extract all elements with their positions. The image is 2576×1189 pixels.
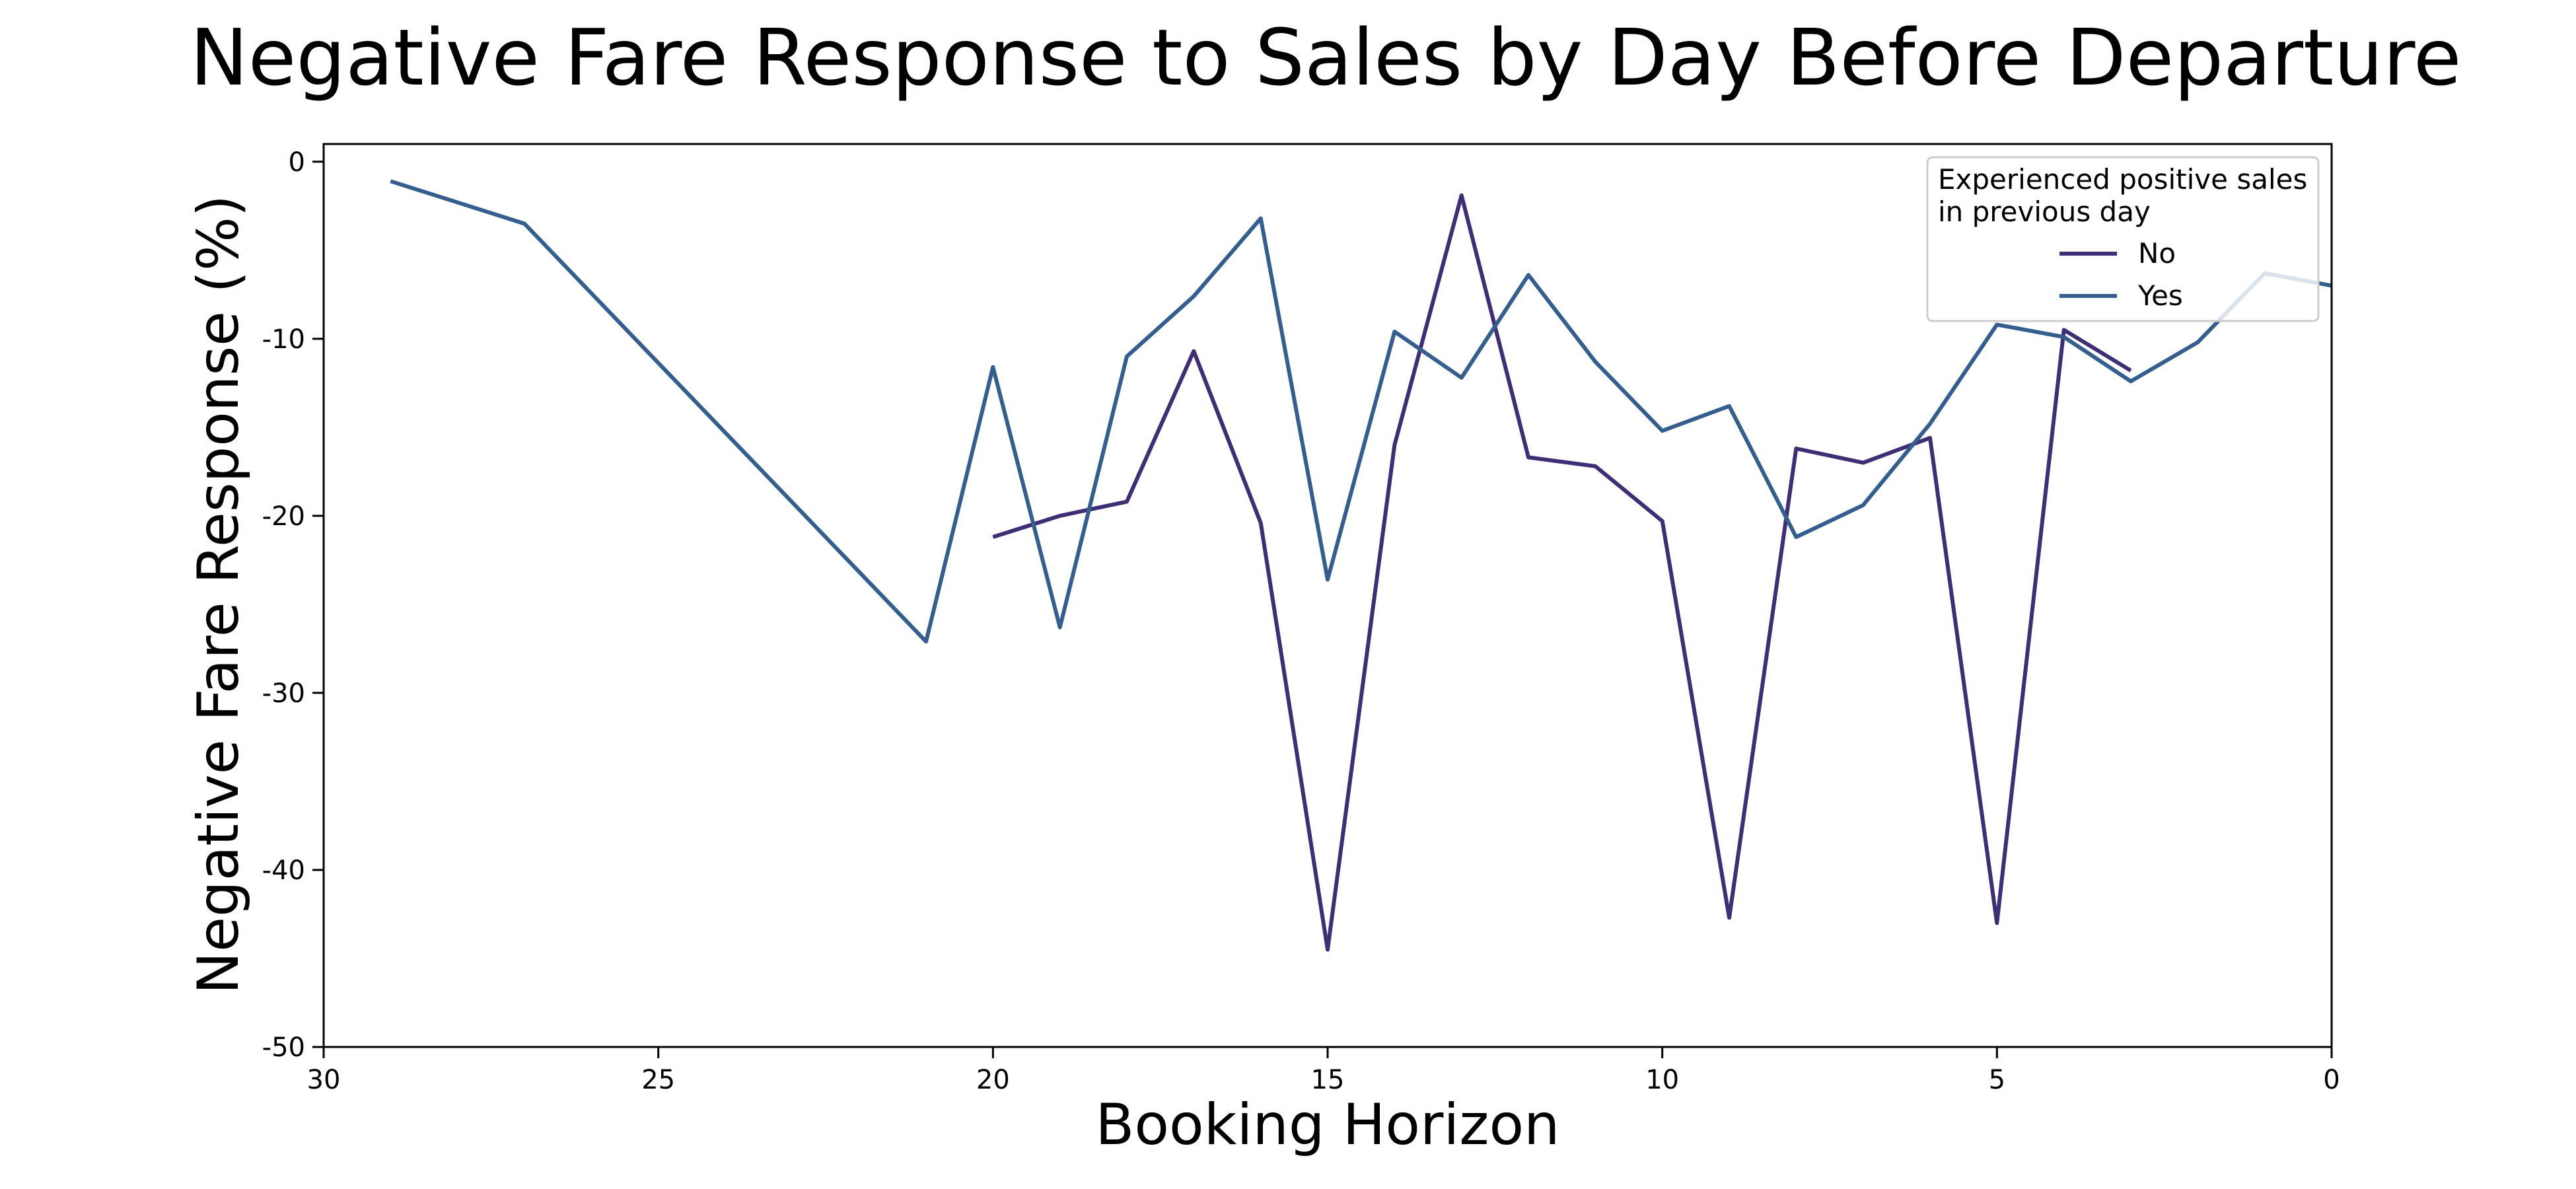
x-tick-label: 30: [307, 1065, 341, 1095]
y-axis-label: Negative Fare Response (%): [186, 195, 252, 994]
x-tick-label: 15: [1311, 1065, 1345, 1095]
y-tick-label: -20: [262, 501, 305, 532]
legend-title-line-1: Experienced positive sales: [1938, 163, 2307, 196]
chart-title: Negative Fare Response to Sales by Day B…: [190, 12, 2461, 103]
x-tick-label: 20: [976, 1065, 1010, 1095]
legend-label-no: No: [2138, 237, 2176, 270]
axes: 30 25 20 15 10 5 0 0 -10 -20 -30 -40 -50: [262, 147, 2340, 1095]
y-tick-label: -40: [262, 855, 305, 886]
legend: Experienced positive sales in previous d…: [1926, 156, 2320, 322]
series-line-yes: [390, 179, 2332, 644]
y-tick-label: -50: [262, 1032, 305, 1063]
series-line-no: [992, 193, 2132, 952]
y-tick-label: -30: [262, 678, 305, 709]
plot-frame: [322, 143, 2333, 1048]
x-tick-label: 25: [641, 1065, 675, 1095]
y-tick-label: -10: [262, 324, 305, 355]
x-tick-label: 5: [1989, 1065, 2005, 1095]
y-tick-label: 0: [289, 147, 305, 178]
legend-box: [1926, 156, 2320, 322]
legend-label-yes: Yes: [2137, 279, 2183, 312]
series-lines: [390, 179, 2332, 952]
x-tick-label: 0: [2323, 1065, 2340, 1095]
x-tick-label: 10: [1645, 1065, 1679, 1095]
legend-title-line-2: in previous day: [1938, 196, 2151, 228]
x-axis-label: Booking Horizon: [1095, 1092, 1559, 1158]
